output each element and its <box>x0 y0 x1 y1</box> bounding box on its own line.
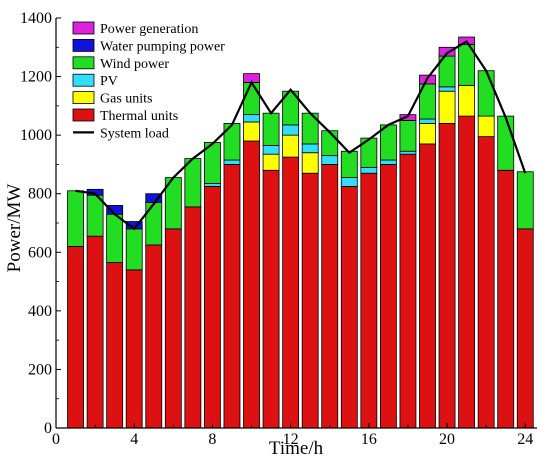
bar-gas-units-h13 <box>301 152 319 174</box>
bar-pv-h20 <box>438 86 456 92</box>
bar-thermal-units-h2 <box>86 235 104 429</box>
bar-thermal-units-h20 <box>438 123 456 429</box>
bar-gas-units-h10 <box>243 121 260 142</box>
bar-thermal-units-h4 <box>125 269 143 429</box>
bar-thermal-units-h15 <box>340 185 358 429</box>
bar-thermal-units-h1 <box>67 246 84 429</box>
x-tick-label: 24 <box>517 431 533 448</box>
y-tick-label: 0 <box>44 420 52 437</box>
bar-gas-units-h20 <box>438 90 456 124</box>
bar-thermal-units-h17 <box>379 164 397 429</box>
bar-pv-h18 <box>399 150 417 155</box>
bar-pv-h16 <box>360 166 378 174</box>
x-tick-label: 12 <box>283 431 299 448</box>
bar-thermal-units-h9 <box>223 164 241 429</box>
bar-wind-power-h5 <box>145 202 163 246</box>
bar-wind-power-h4 <box>125 228 143 271</box>
bar-wind-power-h1 <box>67 190 84 247</box>
legend-swatch-power-generation <box>72 21 95 35</box>
bar-pv-h19 <box>419 118 436 124</box>
legend-swatch-wind-power <box>72 56 95 70</box>
x-tick-label: 8 <box>208 431 216 448</box>
bar-thermal-units-h16 <box>360 172 378 429</box>
bar-wind-power-h14 <box>321 130 339 157</box>
bar-thermal-units-h24 <box>516 228 534 429</box>
y-tick-label: 1400 <box>20 10 52 27</box>
y-tick-label: 200 <box>28 361 52 378</box>
legend-label-pv: PV <box>100 74 118 89</box>
bar-wind-power-h2 <box>86 194 104 237</box>
legend-swatch-water-pumping-power <box>72 39 95 52</box>
bar-power-generation-h20 <box>438 46 456 57</box>
bar-pv-h11 <box>262 144 280 155</box>
bar-wind-power-h10 <box>243 82 260 116</box>
x-tick-label: 16 <box>361 431 377 448</box>
bar-wind-power-h24 <box>516 171 534 230</box>
legend-swatch-gas-units <box>72 91 95 104</box>
bar-thermal-units-h23 <box>497 169 515 429</box>
bar-wind-power-h15 <box>340 150 358 179</box>
bar-thermal-units-h10 <box>243 140 260 429</box>
bar-thermal-units-h3 <box>106 262 124 429</box>
bar-gas-units-h12 <box>282 134 300 158</box>
bar-thermal-units-h14 <box>321 164 339 429</box>
bar-wind-power-h18 <box>399 120 417 152</box>
legend-label-power-generation: Power generation <box>100 22 198 37</box>
y-tick-label: 1200 <box>20 69 52 86</box>
legend-label-thermal-units: Thermal units <box>100 109 178 124</box>
bar-wind-power-h16 <box>360 137 378 168</box>
bar-gas-units-h21 <box>458 84 476 117</box>
legend-label-water-pumping-power: Water pumping power <box>100 39 225 54</box>
bar-gas-units-h22 <box>477 115 495 138</box>
bar-wind-power-h22 <box>477 70 495 117</box>
bar-pv-h13 <box>301 143 319 154</box>
legend-label-system-load: System load <box>100 126 169 141</box>
bar-pv-h17 <box>379 159 397 165</box>
bars-layer <box>67 36 534 429</box>
bar-gas-units-h19 <box>419 123 436 145</box>
axes-layer: 0 200 400 600 800 1000 1200 1400 0 4 8 12 16 20 24 <box>20 10 537 448</box>
legend: Power generation Water pumping power Wind … <box>72 21 225 141</box>
bar-pv-h14 <box>321 155 339 165</box>
legend-label-gas-units: Gas units <box>100 92 153 107</box>
y-axis-label: Power/MW <box>4 184 25 273</box>
bar-thermal-units-h19 <box>419 143 436 429</box>
y-tick-label: 400 <box>28 303 52 320</box>
bar-thermal-units-h12 <box>282 156 300 429</box>
bar-thermal-units-h22 <box>477 136 495 429</box>
bar-wind-power-h11 <box>262 112 280 146</box>
y-tick-label: 1000 <box>20 127 52 144</box>
bar-thermal-units-h11 <box>262 169 280 429</box>
x-tick-label: 20 <box>439 431 455 448</box>
bar-pv-h10 <box>243 114 260 123</box>
bar-pv-h15 <box>340 177 358 187</box>
x-tick-label: 0 <box>52 431 60 448</box>
bar-thermal-units-h13 <box>301 172 319 429</box>
bar-pv-h9 <box>223 159 241 165</box>
legend-swatch-pv <box>72 73 95 87</box>
bar-wind-power-h3 <box>106 213 124 263</box>
bar-pv-h12 <box>282 124 300 136</box>
bar-thermal-units-h6 <box>164 228 182 429</box>
legend-swatch-thermal-units <box>72 108 95 122</box>
x-tick-label: 4 <box>130 431 138 448</box>
y-tick-label: 600 <box>28 244 52 261</box>
bar-wind-power-h7 <box>184 158 202 208</box>
x-axis-label: Time/h <box>269 438 324 458</box>
bar-thermal-units-h21 <box>458 115 476 429</box>
bar-thermal-units-h18 <box>399 153 417 429</box>
bar-wind-power-h23 <box>497 115 515 171</box>
bar-thermal-units-h8 <box>204 185 221 429</box>
bar-thermal-units-h7 <box>184 206 202 429</box>
bar-gas-units-h11 <box>262 153 280 171</box>
bar-pv-h8 <box>204 183 221 187</box>
y-tick-label: 800 <box>28 186 52 203</box>
legend-label-wind-power: Wind power <box>100 57 169 72</box>
system-load-layer <box>75 39 527 231</box>
system-load-line <box>75 39 527 231</box>
bar-thermal-units-h5 <box>145 244 163 429</box>
